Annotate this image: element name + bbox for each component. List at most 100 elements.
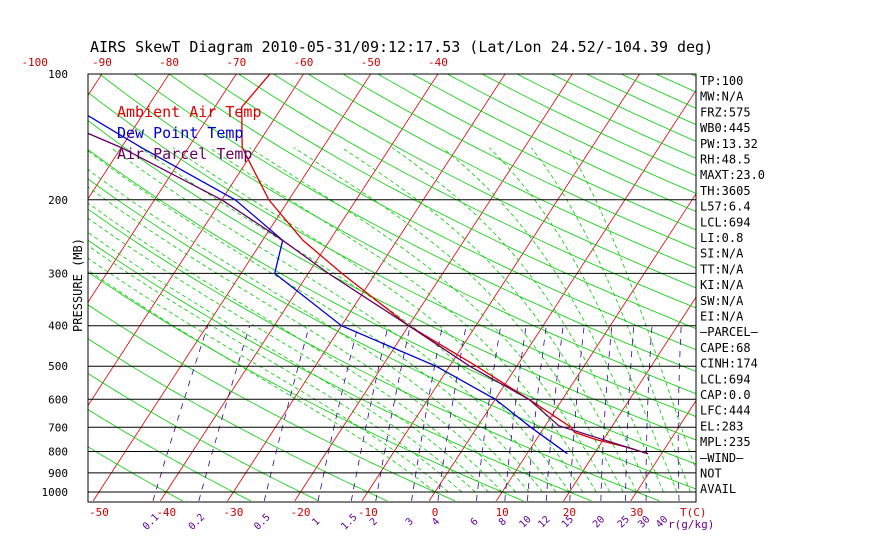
isotherm-line <box>630 399 696 502</box>
stat-item: LI:0.8 <box>700 231 743 245</box>
moist-adiabat-line <box>249 147 611 493</box>
stat-item: —PARCEL— <box>700 325 759 339</box>
mixing-ratio-line <box>476 325 502 501</box>
bottom-temperature-tick: 0 <box>432 506 439 519</box>
pressure-tick-label: 900 <box>48 467 68 480</box>
stat-item: TP:100 <box>700 74 743 88</box>
mixing-ratio-line <box>198 325 251 502</box>
moist-adiabat-line <box>88 245 463 493</box>
top-temperature-tick: -40 <box>428 56 448 69</box>
dry-adiabat-line <box>88 178 696 490</box>
stat-item: NOT <box>700 467 722 481</box>
pressure-tick-label: 500 <box>48 360 68 373</box>
moist-adiabat-line <box>88 269 436 493</box>
bottom-temperature-tick: -30 <box>223 506 243 519</box>
moist-adiabat-line <box>88 202 503 493</box>
stat-item: AVAIL <box>700 482 736 496</box>
top-temperature-tick: -100 <box>21 56 48 69</box>
legend: Ambient Air Temp Dew Point Temp Air Parc… <box>117 103 262 163</box>
isotherm-lines <box>88 74 696 502</box>
isotherm-line <box>92 74 372 502</box>
isotherm-line <box>160 74 439 502</box>
profile-series <box>88 74 649 455</box>
mixing-ratio-line <box>317 325 359 501</box>
top-temperature-tick: -60 <box>294 56 314 69</box>
bottom-temperature-tick: -40 <box>156 506 176 519</box>
moist-adiabat-line <box>88 231 476 493</box>
pressure-tick-label: 400 <box>48 320 68 333</box>
stat-item: SW:N/A <box>700 294 744 308</box>
isotherm-line <box>227 74 506 502</box>
dry-adiabat-line <box>342 74 696 250</box>
dry-adiabat-line <box>88 373 319 502</box>
stat-item: MW:N/A <box>700 90 744 104</box>
moist-adiabat-line <box>88 150 543 493</box>
bottom-temperature-tick: 20 <box>563 506 576 519</box>
stat-item: CINH:174 <box>700 357 758 371</box>
stat-item: LCL:694 <box>700 215 751 229</box>
mixing-ratio-line <box>263 325 310 501</box>
dry-adiabat-line <box>88 338 388 502</box>
chart-title: AIRS SkewT Diagram 2010-05-31/09:12:17.5… <box>90 38 713 56</box>
isotherm-line <box>88 74 170 200</box>
bottom-temperature-tick: -50 <box>89 506 109 519</box>
moist-adiabat-line <box>341 147 637 493</box>
stat-item: —WIND— <box>700 451 744 465</box>
stat-item: EL:283 <box>700 419 743 433</box>
mixing-ratio-line <box>504 325 527 501</box>
pressure-tick-label: 600 <box>48 393 68 406</box>
stat-item: WB0:445 <box>700 121 751 135</box>
dry-adiabat-line <box>133 74 696 372</box>
moist-adiabat-line <box>88 257 449 493</box>
stat-item: L57:6.4 <box>700 200 751 214</box>
legend-air-parcel-temp: Air Parcel Temp <box>117 145 252 163</box>
stat-item: LCL:694 <box>700 372 751 386</box>
bottom-temperature-ticks: -50 -40 -30 -20 -10 0 10 20 30 <box>89 506 643 519</box>
dry-adiabat-line <box>203 74 696 329</box>
stat-item: CAP:0.0 <box>700 388 751 402</box>
plot-area <box>88 74 696 502</box>
moist-adiabat-line <box>442 147 664 493</box>
pressure-tick-labels: 100 200 300 400 500 600 700 800 900 1000 <box>42 68 69 499</box>
moist-adiabat-line <box>530 147 691 493</box>
stat-item: KI:N/A <box>700 278 744 292</box>
dry-adiabat-line <box>88 409 251 502</box>
bottom-temperature-tick: 10 <box>496 506 509 519</box>
moist-adiabat-line <box>209 147 597 493</box>
moist-adiabat-line <box>140 147 570 493</box>
mixing-ratio-line <box>375 325 411 501</box>
dry-adiabat-line <box>88 304 456 502</box>
series-line <box>241 74 649 455</box>
pressure-tick-label: 1000 <box>42 486 69 499</box>
stat-item: SI:N/A <box>700 247 744 261</box>
dry-adiabat-line <box>88 446 183 502</box>
stat-item: EI:N/A <box>700 310 744 324</box>
top-temperature-tick: -70 <box>226 56 246 69</box>
mixing-ratio-line <box>152 325 209 502</box>
isotherm-line <box>88 74 304 407</box>
dry-adiabat-line <box>168 74 696 351</box>
stat-item: LFC:444 <box>700 404 751 418</box>
moist-adiabat-line <box>489 147 678 493</box>
isotherm-line <box>88 74 237 303</box>
stat-item: TH:3605 <box>700 184 751 198</box>
top-temperature-tick: -80 <box>159 56 179 69</box>
mixing-ratio-line <box>527 325 547 501</box>
series-line <box>88 132 649 455</box>
top-temperature-ticks: -120-110-100-90-80-70-60-50-40 <box>21 56 448 69</box>
pressure-tick-label: 800 <box>48 446 68 459</box>
pressure-tick-label: 200 <box>48 194 68 207</box>
moist-adiabat-line <box>391 147 651 493</box>
legend-ambient-air-temp: Ambient Air Temp <box>117 103 262 121</box>
stat-item: FRZ:575 <box>700 105 751 119</box>
x-unit-label: T(C) <box>680 506 707 519</box>
dry-adiabat-line <box>307 74 696 269</box>
plot-frame <box>87 73 697 503</box>
dry-adiabat-line <box>88 120 696 441</box>
dry-adiabat-line <box>237 74 696 309</box>
moist-adiabat-line <box>110 147 557 493</box>
pressure-tick-label: 300 <box>48 267 68 280</box>
mixing-unit-label: r(g/kg) <box>668 518 714 531</box>
